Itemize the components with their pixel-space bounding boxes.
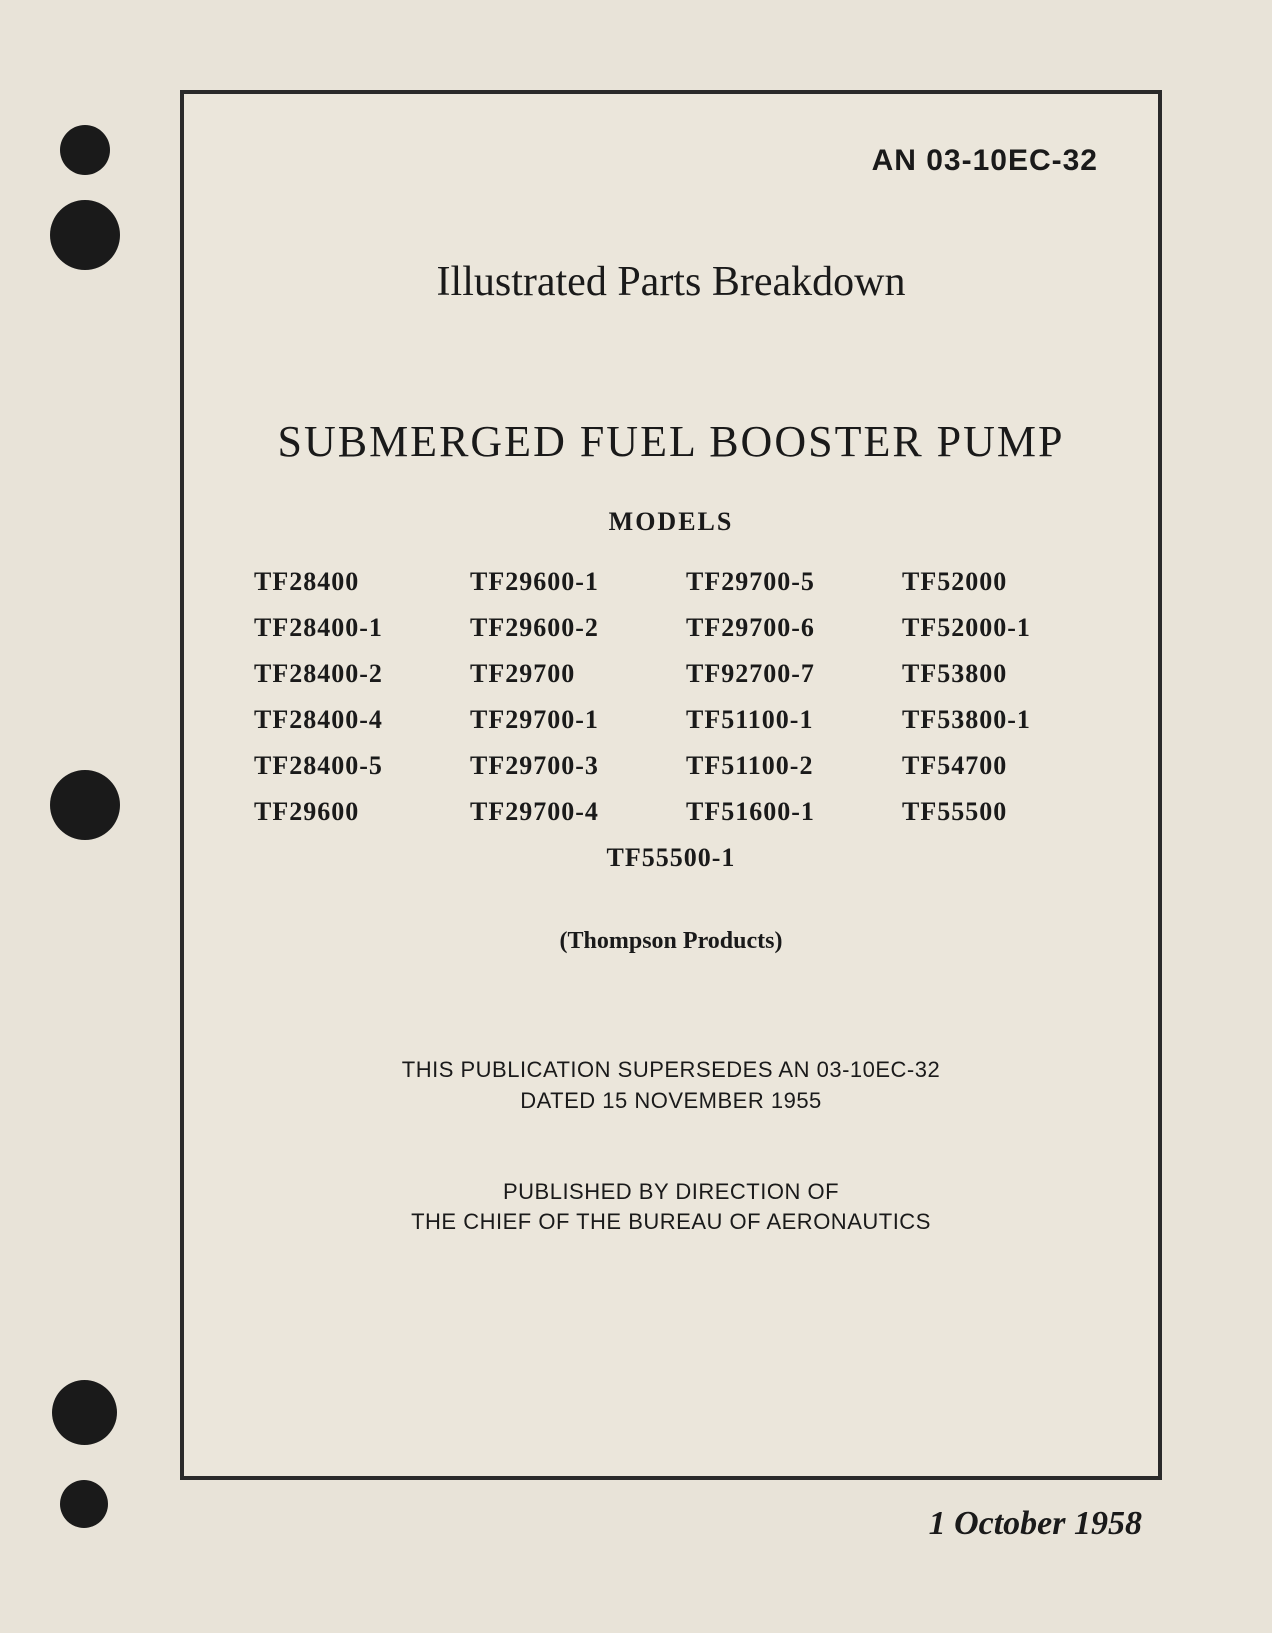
models-heading: MODELS xyxy=(244,507,1098,537)
model-number: TF29600-1 xyxy=(470,567,656,597)
punch-hole xyxy=(52,1380,117,1445)
model-number: TF52000 xyxy=(902,567,1088,597)
publisher-line: THE CHIEF OF THE BUREAU OF AERONAUTICS xyxy=(411,1209,931,1234)
publisher-notice: PUBLISHED BY DIRECTION OF THE CHIEF OF T… xyxy=(244,1177,1098,1239)
document-number: AN 03-10EC-32 xyxy=(244,144,1098,178)
model-number: TF29600 xyxy=(254,797,440,827)
model-number: TF29700-1 xyxy=(470,705,656,735)
model-number: TF53800 xyxy=(902,659,1088,689)
manufacturer-label: (Thompson Products) xyxy=(244,928,1098,955)
model-number-extra: TF55500-1 xyxy=(244,843,1098,873)
model-number: TF28400-2 xyxy=(254,659,440,689)
supersedes-notice: THIS PUBLICATION SUPERSEDES AN 03-10EC-3… xyxy=(244,1055,1098,1117)
punch-hole xyxy=(60,125,110,175)
model-number: TF53800-1 xyxy=(902,705,1088,735)
content-border: AN 03-10EC-32 Illustrated Parts Breakdow… xyxy=(180,90,1162,1480)
document-title: SUBMERGED FUEL BOOSTER PUMP xyxy=(244,416,1098,467)
model-number: TF29700 xyxy=(470,659,656,689)
model-number: TF54700 xyxy=(902,751,1088,781)
model-number: TF92700-7 xyxy=(686,659,872,689)
publication-date: 1 October 1958 xyxy=(180,1505,1162,1543)
model-number: TF51100-1 xyxy=(686,705,872,735)
model-number: TF28400-5 xyxy=(254,751,440,781)
model-number: TF28400-1 xyxy=(254,613,440,643)
model-number: TF29700-3 xyxy=(470,751,656,781)
supersedes-line: THIS PUBLICATION SUPERSEDES AN 03-10EC-3… xyxy=(402,1057,940,1082)
model-number: TF28400-4 xyxy=(254,705,440,735)
model-number: TF29600-2 xyxy=(470,613,656,643)
model-number: TF29700-5 xyxy=(686,567,872,597)
document-page: AN 03-10EC-32 Illustrated Parts Breakdow… xyxy=(0,0,1272,1633)
punch-hole xyxy=(50,770,120,840)
punch-hole xyxy=(60,1480,108,1528)
model-number: TF51100-2 xyxy=(686,751,872,781)
punch-hole xyxy=(50,200,120,270)
model-number: TF29700-6 xyxy=(686,613,872,643)
model-number: TF29700-4 xyxy=(470,797,656,827)
model-number: TF28400 xyxy=(254,567,440,597)
model-number: TF51600-1 xyxy=(686,797,872,827)
model-number: TF52000-1 xyxy=(902,613,1088,643)
publisher-line: PUBLISHED BY DIRECTION OF xyxy=(503,1179,839,1204)
supersedes-line: DATED 15 NOVEMBER 1955 xyxy=(520,1088,822,1113)
document-subtitle: Illustrated Parts Breakdown xyxy=(244,258,1098,306)
models-grid: TF28400 TF29600-1 TF29700-5 TF52000 TF28… xyxy=(244,567,1098,827)
model-number: TF55500 xyxy=(902,797,1088,827)
